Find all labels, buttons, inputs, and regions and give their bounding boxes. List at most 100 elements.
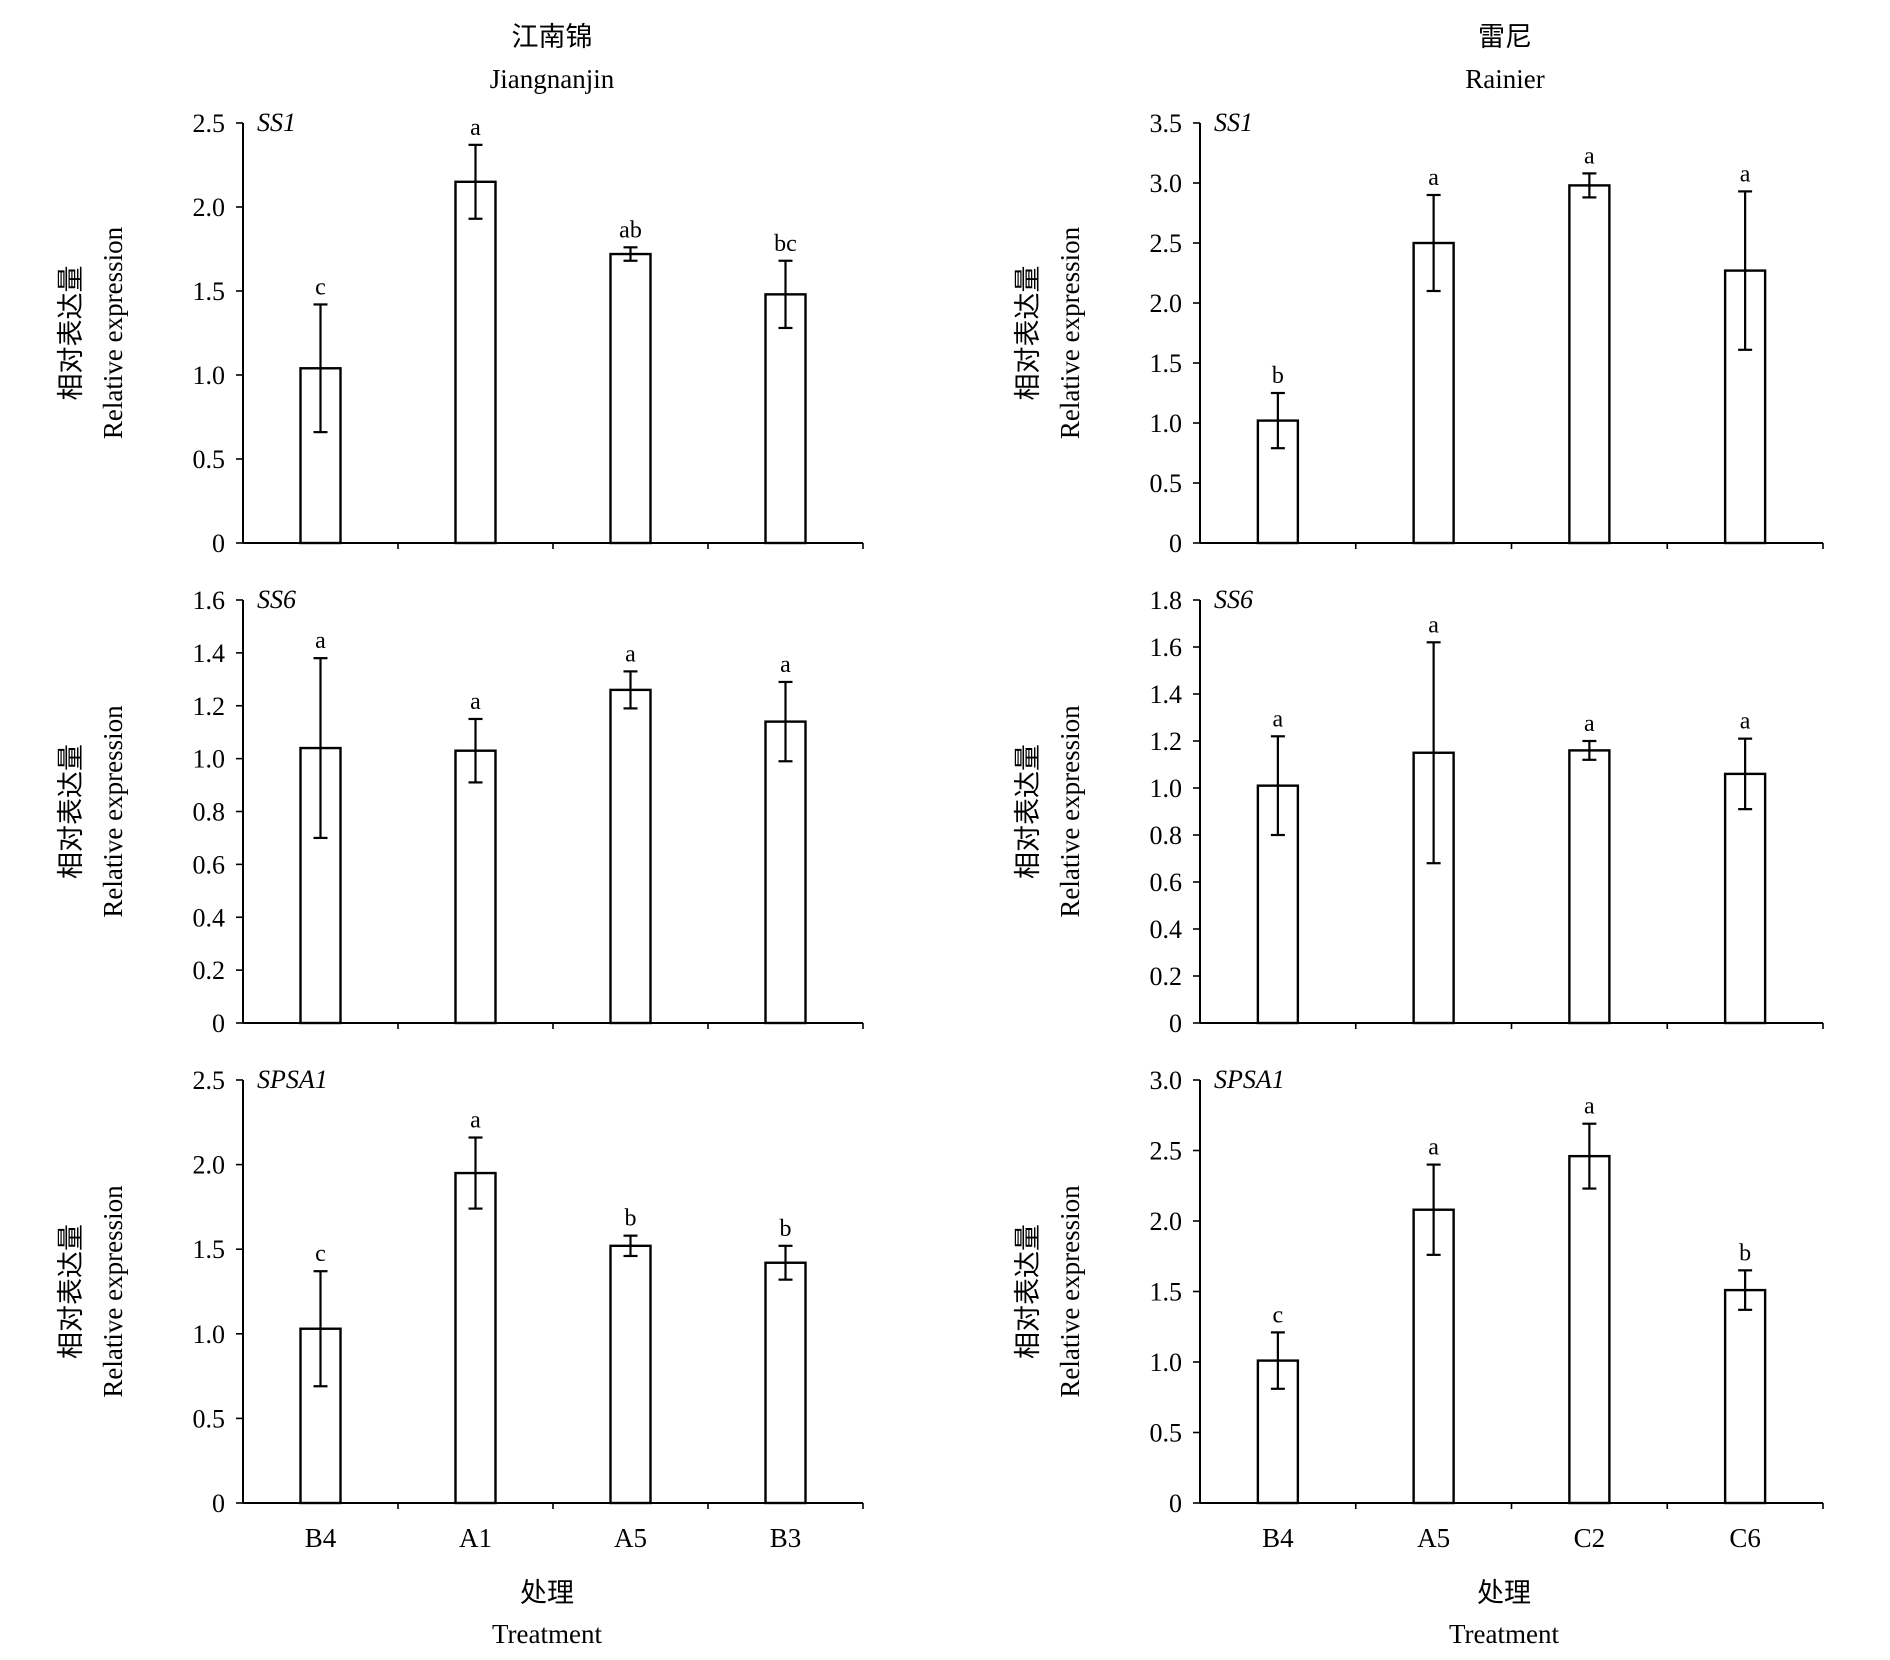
bar-c6 (1723, 772, 1767, 1025)
y-tick-label: 0.5 (193, 445, 226, 474)
x-tick-label: C2 (1574, 1523, 1606, 1553)
significance-letter: a (1584, 143, 1595, 169)
y-axis-label-en: Relative expression (98, 705, 128, 918)
y-tick-label: 1.5 (1150, 349, 1183, 378)
y-tick-label: 3.0 (1150, 169, 1183, 198)
column-title-cn-left: 江南锦 (512, 22, 593, 52)
x-tick-label: A5 (614, 1523, 647, 1553)
panel-ss1-left: 0 0.5 1.0 1.5 2.0 2.5 SS1 相对表达量 Relative express… (56, 108, 864, 558)
bar-a5 (609, 1244, 652, 1505)
panel-ss6-left: 0 0.2 0.4 0.6 0.8 1.0 1.2 1.4 1.6 SS6 相对表达量 Relativ… (56, 585, 864, 1038)
y-axis-label: 相对表达量 Relative expression (56, 226, 128, 439)
x-tick-label: B4 (1262, 1523, 1294, 1553)
y-tick-label: 1.0 (193, 361, 226, 390)
y-tick-label: 0 (1169, 529, 1182, 558)
y-tick-label: 2.0 (1150, 289, 1183, 318)
panel-ss1-right: 0 0.5 1.0 1.5 2.0 2.5 3.0 3.5 SS1 相对表达量 Relative e… (1013, 108, 1824, 558)
y-axis-label: 相对表达量 Relative expression (1013, 705, 1085, 918)
y-tick-label: 0.5 (1150, 469, 1183, 498)
y-tick-label: 0.5 (193, 1404, 226, 1433)
y-tick-label: 0 (1169, 1009, 1182, 1038)
y-tick-label: 1.6 (1150, 633, 1183, 662)
gene-label: SS1 (257, 108, 296, 137)
y-tick-label: 1.6 (193, 586, 226, 615)
y-axis-label: 相对表达量 Relative expression (1013, 1185, 1085, 1398)
bar-a1 (454, 1171, 497, 1505)
gene-label: SS6 (1214, 585, 1253, 614)
significance-letter: a (780, 652, 791, 678)
y-tick-label: 1.2 (1150, 727, 1183, 756)
y-tick-label: 0 (1169, 1489, 1182, 1518)
significance-letter: a (1740, 709, 1751, 735)
column-title-en-right: Rainier (1465, 64, 1544, 94)
significance-letter: a (1584, 711, 1595, 737)
significance-letter: a (315, 628, 326, 654)
y-axis-label-en: Relative expression (1055, 226, 1085, 439)
y-tick-label: 0.6 (1150, 868, 1183, 897)
bar-a5 (609, 252, 652, 545)
significance-letter: c (315, 1241, 326, 1267)
significance-letter: a (470, 689, 481, 715)
x-tick-label: A5 (1417, 1523, 1450, 1553)
y-tick-label: 3.0 (1150, 1066, 1183, 1095)
y-tick-label: 1.0 (1150, 409, 1183, 438)
significance-letter: ab (619, 217, 642, 243)
y-tick-label: 2.5 (1150, 1137, 1183, 1166)
y-tick-label: 1.0 (193, 1320, 226, 1349)
x-tick-label: C6 (1729, 1523, 1761, 1553)
y-tick-label: 2.0 (193, 193, 226, 222)
significance-letter: a (625, 641, 636, 667)
y-axis-label-cn: 相对表达量 (1013, 266, 1043, 401)
y-axis-label-cn: 相对表达量 (56, 744, 86, 879)
significance-letter: a (1584, 1094, 1595, 1120)
significance-letter: b (1272, 363, 1284, 389)
significance-letter: c (315, 274, 326, 300)
y-tick-label: 0 (212, 1009, 225, 1038)
y-tick-label: 2.5 (193, 1066, 226, 1095)
significance-letter: b (780, 1216, 792, 1242)
y-tick-label: 0 (212, 529, 225, 558)
y-tick-label: 1.5 (193, 277, 226, 306)
column-title-right: 雷尼 Rainier (1465, 22, 1544, 94)
y-tick-label: 1.5 (193, 1235, 226, 1264)
gene-label: SPSA1 (257, 1065, 328, 1094)
x-axis-title-left: 处理 Treatment (492, 1578, 602, 1649)
significance-letter: a (1740, 161, 1751, 187)
y-tick-label: 1.5 (1150, 1278, 1183, 1307)
x-tick-label: A1 (459, 1523, 492, 1553)
bar-c2 (1568, 184, 1611, 545)
bar-b3 (764, 1261, 807, 1505)
significance-letter: a (1273, 706, 1284, 732)
y-tick-label: 0.2 (193, 956, 226, 985)
y-tick-label: 2.0 (193, 1151, 226, 1180)
y-tick-label: 3.5 (1150, 109, 1183, 138)
significance-letter: bc (774, 231, 797, 257)
x-tick-label: B3 (770, 1523, 802, 1553)
y-axis-label-cn: 相对表达量 (56, 266, 86, 401)
y-axis-label-en: Relative expression (1055, 705, 1085, 918)
panel-ss6-right: 0 0.2 0.4 0.6 0.8 1.0 1.2 1.4 1.6 1.8 SS6 相对表达量 Rela… (1013, 585, 1824, 1038)
y-tick-label: 0.5 (1150, 1419, 1183, 1448)
x-axis-title-cn-right: 处理 (1477, 1578, 1531, 1608)
y-tick-label: 1.2 (193, 692, 226, 721)
y-tick-label: 1.8 (1150, 586, 1183, 615)
significance-letter: c (1273, 1302, 1284, 1328)
y-axis-label-en: Relative expression (1055, 1185, 1085, 1398)
y-tick-label: 2.5 (1150, 229, 1183, 258)
y-axis-label-en: Relative expression (98, 226, 128, 439)
y-axis-label: 相对表达量 Relative expression (56, 705, 128, 918)
y-axis-label-cn: 相对表达量 (56, 1224, 86, 1359)
column-title-left: 江南锦 Jiangnanjin (490, 22, 615, 94)
y-tick-label: 2.5 (193, 109, 226, 138)
significance-letter: b (625, 1206, 637, 1232)
x-axis-title-right: 处理 Treatment (1449, 1578, 1559, 1649)
significance-letter: a (470, 1108, 481, 1134)
y-axis-label-cn: 相对表达量 (1013, 1224, 1043, 1359)
x-axis-title-cn-left: 处理 (520, 1578, 574, 1608)
y-tick-label: 1.0 (193, 745, 226, 774)
column-title-cn-right: 雷尼 (1478, 22, 1532, 52)
bar-b3 (764, 293, 807, 545)
y-tick-label: 1.4 (193, 639, 226, 668)
bar-c2 (1568, 1154, 1611, 1505)
